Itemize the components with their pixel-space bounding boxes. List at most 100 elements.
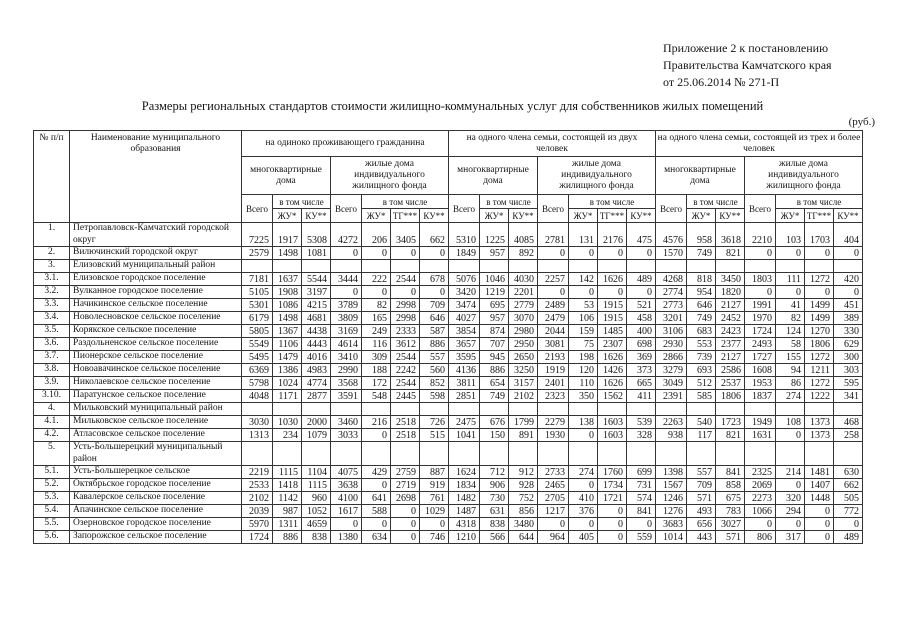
col-header-num: № п/п: [33, 130, 70, 223]
value-cell: 512: [686, 376, 716, 390]
value-cell: 1222: [804, 389, 834, 403]
value-cell: 749: [686, 311, 716, 325]
table-row: 3.3. Начикинское сельское поселение 5301 10…: [33, 298, 863, 312]
value-cell: [715, 441, 745, 466]
municipality-name: Мильковское сельское поселение: [69, 415, 242, 429]
value-cell: 0: [390, 530, 420, 544]
value-cell: 0: [568, 285, 598, 299]
value-cell: 3033: [330, 428, 362, 442]
col-header-tg: ТГ***: [390, 208, 420, 223]
value-cell: [626, 402, 656, 416]
value-cell: [655, 259, 687, 273]
value-cell: 5798: [241, 376, 273, 390]
value-cell: 4983: [301, 363, 331, 377]
value-cell: 103: [775, 222, 805, 247]
value-cell: 3201: [655, 311, 687, 325]
table-row: 3.10. Паратунское сельское поселение 4048 1…: [33, 389, 863, 403]
value-cell: 0: [390, 517, 420, 531]
value-cell: 3809: [330, 311, 362, 325]
value-cell: 3169: [330, 324, 362, 338]
value-cell: 0: [390, 504, 420, 518]
value-cell: 489: [833, 530, 863, 544]
value-cell: 1407: [804, 478, 834, 492]
value-cell: 0: [330, 285, 362, 299]
value-cell: 1276: [655, 504, 687, 518]
value-cell: 1418: [272, 478, 302, 492]
value-cell: 1562: [597, 389, 627, 403]
value-cell: 3106: [655, 324, 687, 338]
currency-note: (руб.): [848, 116, 875, 128]
value-cell: 3070: [508, 311, 538, 325]
value-cell: 3638: [330, 478, 362, 492]
table-row: 3. Елизовский муниципальный район: [33, 259, 863, 273]
value-cell: 0: [597, 504, 627, 518]
value-cell: 82: [361, 298, 391, 312]
value-cell: 1624: [448, 465, 480, 479]
col-header-ku: КУ**: [833, 208, 863, 223]
value-cell: 0: [804, 504, 834, 518]
table-row: 5. Усть-Большерецкий муниципальный район: [33, 441, 863, 466]
value-cell: [419, 441, 449, 466]
value-cell: 886: [272, 530, 302, 544]
value-cell: 2201: [508, 285, 538, 299]
value-cell: 0: [568, 428, 598, 442]
value-cell: 0: [361, 478, 391, 492]
value-cell: 964: [537, 530, 569, 544]
value-cell: 634: [361, 530, 391, 544]
value-cell: 1479: [272, 350, 302, 364]
value-cell: [568, 259, 598, 273]
value-cell: 2544: [390, 272, 420, 286]
subgroup-individual-housing: жилые дома индивидуального жилищного фон…: [330, 156, 449, 195]
value-cell: 1991: [744, 298, 776, 312]
value-cell: [448, 259, 480, 273]
subgroup-individual-housing: жилые дома индивидуального жилищного фон…: [537, 156, 656, 195]
value-cell: 373: [626, 363, 656, 377]
col-header-including: в том числе: [775, 194, 863, 209]
row-number: 3.5.: [33, 324, 70, 338]
value-cell: 493: [686, 504, 716, 518]
value-cell: 3618: [715, 222, 745, 247]
value-cell: 3789: [330, 298, 362, 312]
value-cell: 1626: [597, 350, 627, 364]
table-row: 3.8. Новоавачинское сельское поселение 636…: [33, 363, 863, 377]
value-cell: 330: [833, 324, 863, 338]
value-cell: 906: [479, 478, 509, 492]
value-cell: [775, 402, 805, 416]
value-cell: [597, 259, 627, 273]
value-cell: 656: [686, 517, 716, 531]
col-header-total: Всего: [241, 194, 273, 223]
col-header-zhu: ЖУ*: [361, 208, 391, 223]
value-cell: 557: [686, 465, 716, 479]
value-cell: 1820: [715, 285, 745, 299]
value-cell: 712: [479, 465, 509, 479]
col-header-zhu: ЖУ*: [479, 208, 509, 223]
value-cell: 4774: [301, 376, 331, 390]
value-cell: 2779: [508, 298, 538, 312]
municipality-name: Запорожское сельское поселение: [69, 530, 242, 544]
value-cell: 0: [361, 246, 391, 260]
value-cell: 0: [744, 517, 776, 531]
col-header-tg: ТГ***: [804, 208, 834, 223]
value-cell: [390, 402, 420, 416]
value-cell: 1311: [272, 517, 302, 531]
value-cell: 4272: [330, 222, 362, 247]
value-cell: 1014: [655, 530, 687, 544]
value-cell: 1721: [597, 491, 627, 505]
table-row: 3.7. Пионерское сельское поселение 5495 147…: [33, 350, 863, 364]
value-cell: 662: [419, 222, 449, 247]
value-cell: 1066: [744, 504, 776, 518]
value-cell: [626, 441, 656, 466]
value-cell: [419, 402, 449, 416]
value-cell: 3279: [655, 363, 687, 377]
value-cell: [775, 441, 805, 466]
value-cell: 3811: [448, 376, 480, 390]
value-cell: 2773: [655, 298, 687, 312]
value-cell: 3612: [390, 337, 420, 351]
value-cell: 2533: [241, 478, 273, 492]
value-cell: 2493: [744, 337, 776, 351]
value-cell: 216: [361, 415, 391, 429]
value-cell: 3657: [448, 337, 480, 351]
value-cell: 155: [775, 350, 805, 364]
municipality-name: Новоавачинское сельское поселение: [69, 363, 242, 377]
value-cell: 0: [626, 285, 656, 299]
